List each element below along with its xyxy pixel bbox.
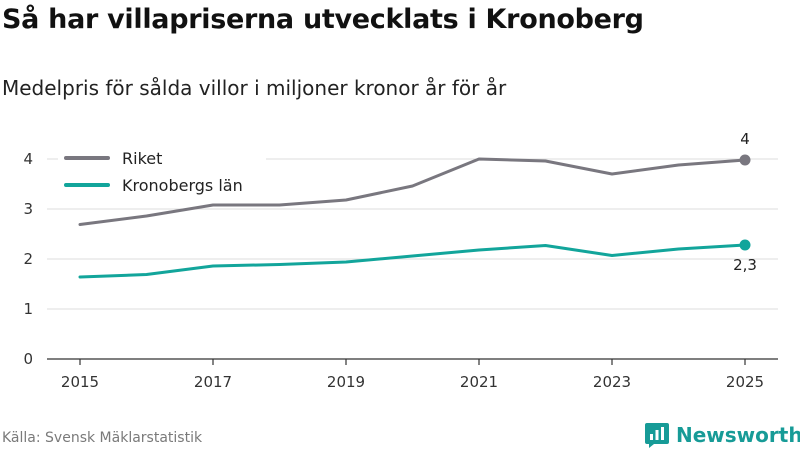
y-tick-label-0: 0 — [23, 350, 33, 368]
y-tick-label-3: 3 — [23, 200, 33, 218]
bar-chart-speech-bubble-icon — [645, 423, 669, 448]
legend-background — [58, 143, 266, 201]
legend-label-kronoberg: Kronobergs län — [122, 176, 243, 195]
y-tick-label-1: 1 — [23, 300, 33, 318]
y-tick-label-4: 4 — [23, 150, 33, 168]
series-line-riket — [78, 157, 747, 226]
x-tick-label-2017: 2017 — [194, 373, 232, 391]
x-tick-label-2021: 2021 — [460, 373, 498, 391]
series-line-kronoberg — [78, 243, 747, 279]
brand-name: Newsworthy — [676, 423, 800, 447]
chart-title: Så har villapriserna utvecklats i Kronob… — [2, 4, 644, 35]
legend: Riket Kronobergs län — [58, 143, 266, 201]
y-tick-label-2: 2 — [23, 250, 33, 268]
series-endpoint-riket — [739, 154, 751, 166]
chart-subtitle: Medelpris för sålda villor i miljoner kr… — [2, 76, 507, 100]
x-tick-label-2023: 2023 — [593, 373, 631, 391]
x-tick-label-2015: 2015 — [61, 373, 99, 391]
data-label-kronoberg-2025: 2,3 — [733, 256, 757, 274]
brand-logo[interactable]: Newsworthy — [644, 421, 800, 449]
data-label-riket-2025: 4 — [740, 130, 750, 148]
legend-label-riket: Riket — [122, 149, 162, 168]
series-lines: 42,3 — [78, 130, 757, 279]
x-tick-label-2025: 2025 — [726, 373, 764, 391]
source-note: Källa: Svensk Mäklarstatistik — [2, 430, 203, 446]
axes: 0 1 2 3 4 2015 2017 2019 2021 2023 2025 — [23, 150, 778, 391]
series-endpoint-kronoberg — [739, 239, 751, 251]
x-tick-label-2019: 2019 — [327, 373, 365, 391]
